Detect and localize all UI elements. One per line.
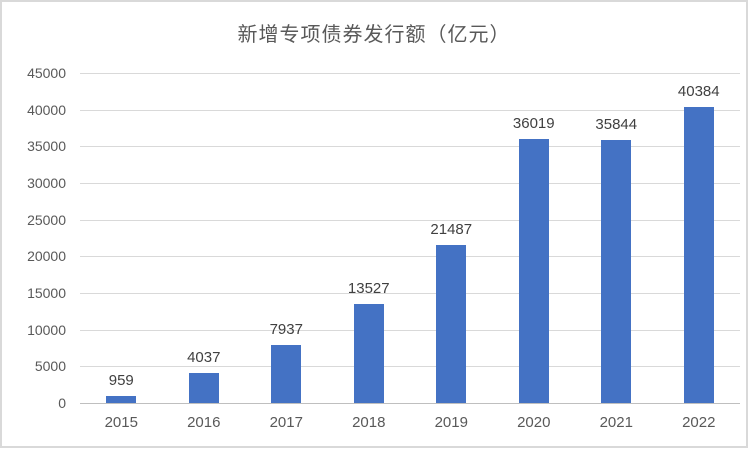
y-gridline — [80, 183, 740, 184]
y-axis-tick-label: 15000 — [27, 285, 66, 301]
y-gridline — [80, 219, 740, 221]
y-axis-tick-label: 5000 — [34, 358, 66, 375]
y-axis-tick-label: 25000 — [27, 211, 66, 228]
y-axis-tick-label: 20000 — [27, 248, 66, 265]
x-axis-line — [80, 403, 740, 404]
bar-value-label-2017: 7937 — [269, 321, 303, 338]
bar-2020 — [518, 139, 549, 403]
x-axis-label-2022: 2022 — [682, 414, 716, 431]
bar-2016 — [188, 373, 219, 403]
y-gridline — [80, 146, 740, 148]
bar-2021 — [601, 140, 632, 403]
y-gridline — [80, 293, 740, 294]
x-axis-label-2021: 2021 — [599, 414, 633, 431]
y-gridline — [80, 329, 740, 331]
x-axis-label-2015: 2015 — [104, 414, 138, 431]
bar-2022 — [683, 107, 714, 403]
bar-2019 — [436, 245, 467, 403]
bar-value-label-2020: 36019 — [512, 115, 555, 132]
y-axis-tick-label: 40000 — [27, 101, 66, 118]
bar-value-label-2015: 959 — [108, 372, 134, 389]
x-axis-label-2017: 2017 — [269, 414, 303, 431]
bar-2017 — [271, 345, 302, 403]
bar-value-label-2019: 21487 — [430, 221, 473, 238]
bar-2018 — [353, 304, 384, 403]
y-axis-tick-label: 10000 — [27, 321, 66, 338]
bar-value-label-2018: 13527 — [347, 280, 390, 297]
bar-value-label-2022: 40384 — [677, 83, 720, 100]
y-axis-tick-label: 35000 — [27, 138, 66, 155]
x-axis-label-2019: 2019 — [434, 414, 468, 431]
bar-value-label-2021: 35844 — [595, 116, 638, 133]
bar-2015 — [106, 396, 137, 403]
bar-value-label-2016: 4037 — [187, 349, 221, 366]
y-gridline — [80, 73, 740, 74]
y-gridline — [80, 256, 740, 258]
x-axis-label-2020: 2020 — [517, 414, 551, 431]
y-gridline — [80, 366, 740, 368]
y-axis-tick-label: 0 — [58, 395, 66, 411]
chart-title: 新增专项债券发行额（亿元） — [237, 24, 511, 46]
y-axis-tick-label: 30000 — [27, 175, 66, 191]
y-axis-tick-label: 45000 — [27, 65, 66, 81]
y-gridline — [80, 109, 740, 111]
plot-area — [80, 73, 740, 404]
x-axis-label-2016: 2016 — [187, 414, 221, 431]
x-axis-label-2018: 2018 — [352, 414, 386, 431]
